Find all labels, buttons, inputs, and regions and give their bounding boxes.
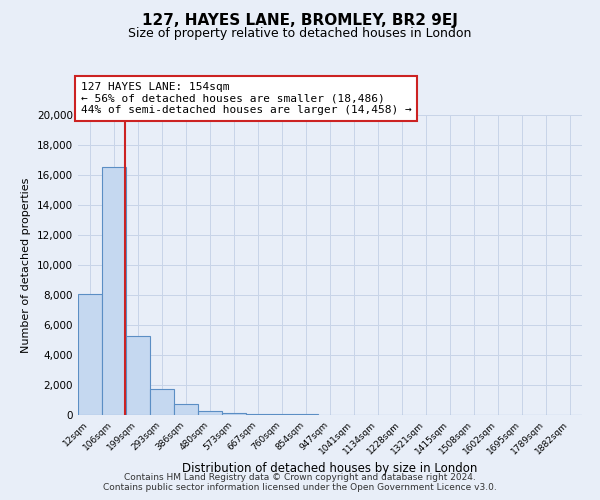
Text: Size of property relative to detached houses in London: Size of property relative to detached ho… [128, 28, 472, 40]
Text: 127, HAYES LANE, BROMLEY, BR2 9EJ: 127, HAYES LANE, BROMLEY, BR2 9EJ [142, 12, 458, 28]
Text: 127 HAYES LANE: 154sqm
← 56% of detached houses are smaller (18,486)
44% of semi: 127 HAYES LANE: 154sqm ← 56% of detached… [80, 82, 411, 115]
Bar [222, 413, 246, 415]
Bar [174, 404, 198, 415]
Bar [198, 410, 222, 415]
Bar [270, 414, 294, 415]
Bar [102, 168, 126, 415]
Text: Contains public sector information licensed under the Open Government Licence v3: Contains public sector information licen… [103, 484, 497, 492]
Bar [294, 414, 318, 415]
Bar [150, 389, 174, 415]
Y-axis label: Number of detached properties: Number of detached properties [22, 178, 31, 352]
X-axis label: Distribution of detached houses by size in London: Distribution of detached houses by size … [182, 462, 478, 474]
Bar [126, 336, 150, 415]
Bar [246, 414, 270, 415]
Bar [78, 294, 102, 415]
Text: Contains HM Land Registry data © Crown copyright and database right 2024.: Contains HM Land Registry data © Crown c… [124, 474, 476, 482]
